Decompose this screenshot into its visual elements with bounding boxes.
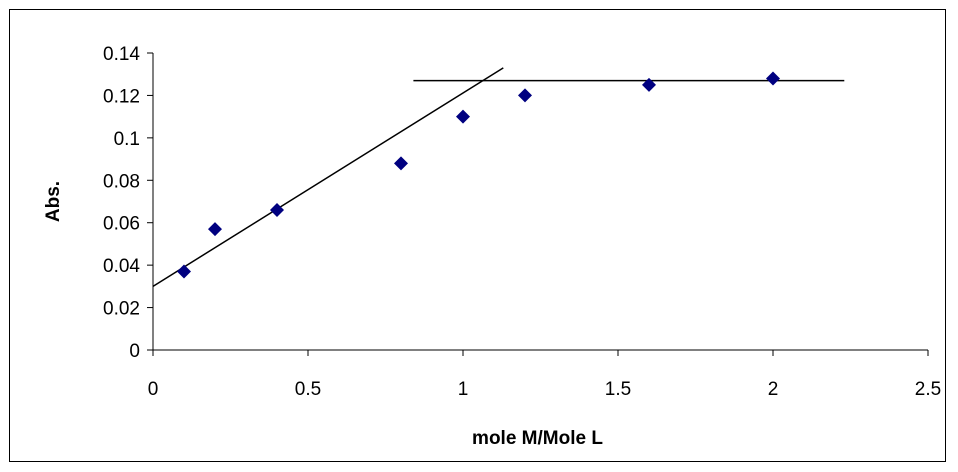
- y-tick-label: 0.08: [103, 171, 140, 192]
- data-points: [177, 71, 780, 279]
- y-axis-title: Abs.: [43, 181, 64, 222]
- data-point: [766, 71, 780, 86]
- y-tick-label: 0.02: [103, 299, 140, 320]
- x-axis-title: mole M/Mole L: [472, 428, 603, 449]
- y-tick-label: 0: [129, 341, 140, 362]
- x-tick-label: 1.5: [605, 379, 631, 400]
- x-ticks: 0 0.5 1 1.5 2 2.5: [148, 350, 941, 400]
- data-point: [456, 109, 470, 124]
- x-tick-label: 0.5: [295, 379, 321, 400]
- data-point: [394, 156, 408, 171]
- x-tick-label: 2.5: [915, 379, 941, 400]
- y-tick-label: 0.12: [103, 86, 140, 107]
- trend-lines: [152, 67, 845, 287]
- data-point: [270, 202, 284, 217]
- x-tick-label: 0: [148, 379, 159, 400]
- data-point: [208, 222, 222, 237]
- x-tick-label: 2: [768, 379, 779, 400]
- y-tick-label: 0.04: [103, 256, 140, 277]
- data-point: [642, 77, 656, 92]
- y-ticks: 0 0.02 0.04 0.06 0.08 0.1 0.12 0.14: [103, 44, 153, 362]
- data-point: [177, 264, 191, 279]
- y-tick-label: 0.06: [103, 214, 140, 235]
- axes: [152, 53, 928, 351]
- data-point: [518, 88, 532, 103]
- y-tick-label: 0.14: [103, 44, 140, 65]
- y-tick-label: 0.1: [114, 129, 140, 150]
- x-tick-label: 1: [458, 379, 469, 400]
- trend-line: [152, 67, 504, 287]
